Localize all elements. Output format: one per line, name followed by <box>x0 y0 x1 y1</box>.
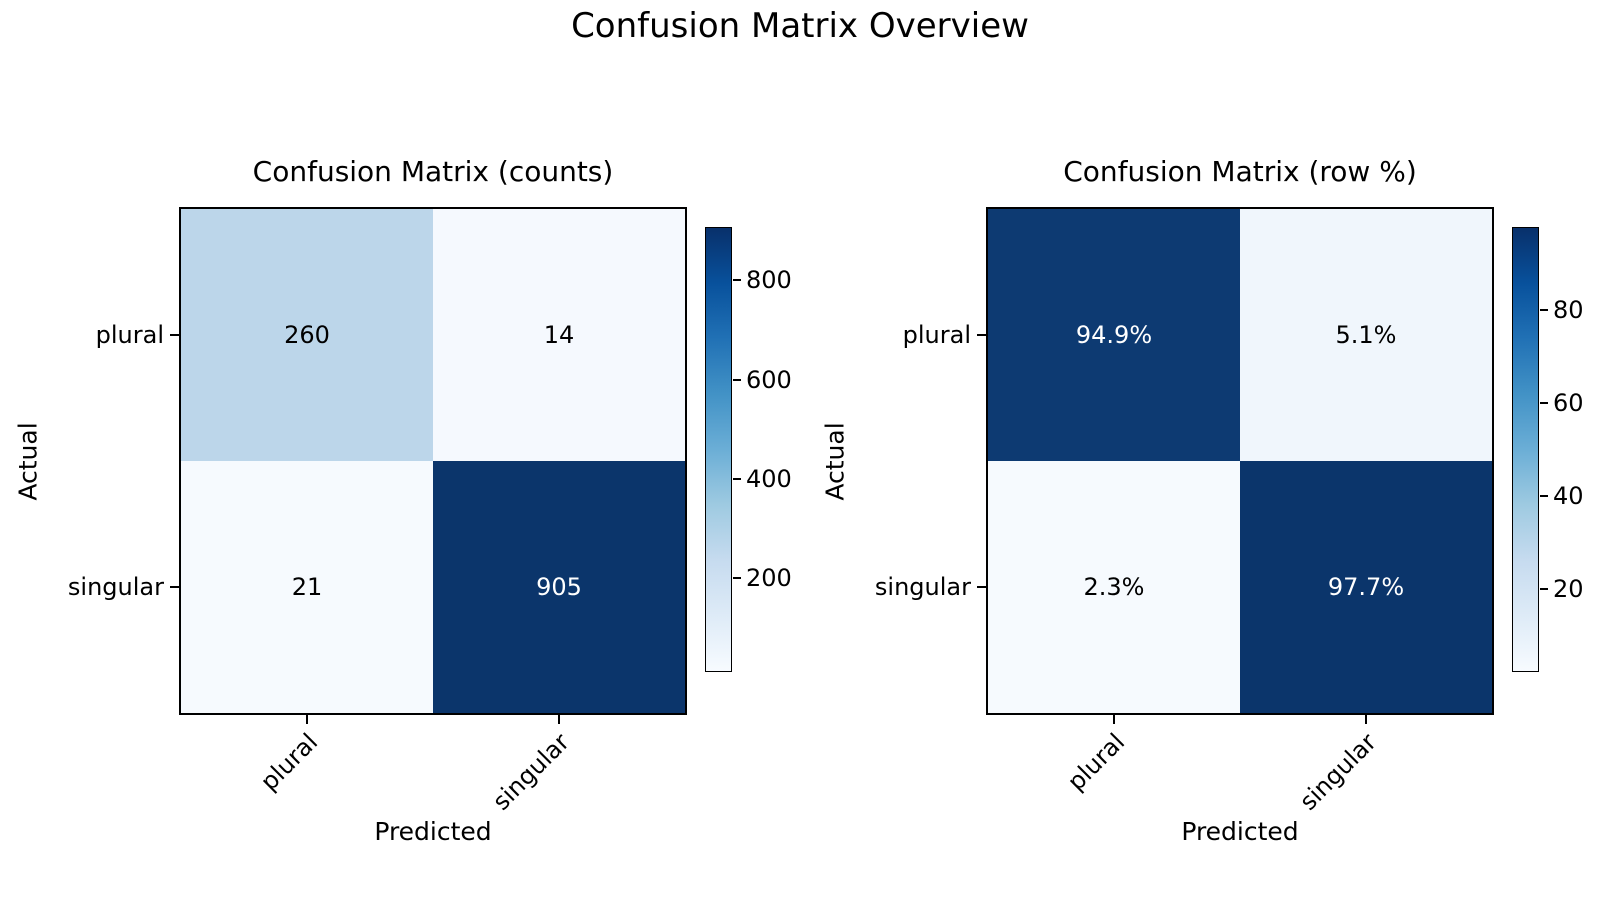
colorbar-tick-mark <box>733 378 741 381</box>
y-tick-mark <box>977 334 986 336</box>
cell-value: 260 <box>284 321 330 349</box>
y-tick-label-plural: plural <box>902 321 971 349</box>
x-tick-label-plural: plural <box>1061 728 1130 797</box>
row-percent-heatmap-grid: 94.9% 5.1% 2.3% 97.7% <box>988 209 1492 713</box>
colorbar-tick-label: 200 <box>746 564 792 593</box>
cell-value: 905 <box>536 573 582 601</box>
matrix-cell-actual-singular-pred-singular: 97.7% <box>1240 461 1492 713</box>
cell-value: 21 <box>291 573 323 601</box>
cell-value: 2.3% <box>1083 573 1145 601</box>
colorbar-tick-label: 80 <box>1553 296 1584 325</box>
colorbar-tick-mark <box>1540 495 1548 497</box>
cell-value: 97.7% <box>1327 573 1405 601</box>
colorbar-tick-mark <box>1540 309 1548 312</box>
x-tick-mark <box>306 715 308 724</box>
y-tick-label-plural: plural <box>95 321 164 349</box>
cell-value: 14 <box>543 321 575 349</box>
counts-heatmap-title: Confusion Matrix (counts) <box>252 155 614 188</box>
y-axis-label: Actual <box>13 421 43 501</box>
x-tick-label-singular: singular <box>487 728 575 816</box>
y-axis-label-wrap: Actual <box>13 209 43 713</box>
x-tick-mark <box>1365 715 1367 724</box>
y-tick-label-singular: singular <box>874 573 971 601</box>
x-tick-mark <box>558 715 560 724</box>
y-tick-mark <box>170 334 179 336</box>
matrix-cell-actual-singular-pred-plural: 21 <box>181 461 433 713</box>
colorbar-tick-label: 600 <box>746 365 792 394</box>
colorbar-tick-mark <box>733 577 741 580</box>
y-axis-label-wrap: Actual <box>820 209 850 713</box>
matrix-cell-actual-plural-pred-plural: 94.9% <box>988 209 1240 461</box>
colorbar-tick-mark <box>733 478 741 481</box>
counts-colorbar: 800 600 400 200 <box>705 227 792 672</box>
counts-heatmap: Confusion Matrix (counts) 260 14 21 905 … <box>14 155 792 846</box>
x-tick-mark <box>1113 715 1115 724</box>
colorbar-tick-mark <box>1540 401 1548 404</box>
x-tick-label-plural: plural <box>254 728 323 797</box>
figure-suptitle: Confusion Matrix Overview <box>571 6 1029 46</box>
y-axis-label: Actual <box>820 421 850 501</box>
row-percent-colorbar: 80 60 40 20 <box>1512 227 1584 672</box>
colorbar-tick-mark <box>1540 587 1548 590</box>
cell-value: 5.1% <box>1335 321 1397 349</box>
y-tick-label-singular: singular <box>67 573 164 601</box>
colorbar-tick-label: 800 <box>746 266 792 295</box>
matrix-cell-actual-plural-pred-singular: 14 <box>433 209 685 461</box>
row-percent-heatmap-title: Confusion Matrix (row %) <box>1063 155 1417 188</box>
matrix-cell-actual-singular-pred-singular: 905 <box>433 461 685 713</box>
colorbar-tick-label: 400 <box>746 465 792 494</box>
y-tick-mark <box>170 586 179 588</box>
colorbar-tick-label: 40 <box>1553 482 1584 510</box>
y-tick-mark <box>977 586 986 588</box>
counts-heatmap-grid: 260 14 21 905 <box>181 209 685 713</box>
colorbar-tick-label: 20 <box>1553 574 1584 603</box>
matrix-cell-actual-singular-pred-plural: 2.3% <box>988 461 1240 713</box>
x-axis-label: Predicted <box>374 817 492 846</box>
matrix-cell-actual-plural-pred-singular: 5.1% <box>1240 209 1492 461</box>
x-axis-label: Predicted <box>1181 817 1299 846</box>
colorbar-tick-label: 60 <box>1553 388 1584 417</box>
cell-value: 94.9% <box>1075 321 1153 349</box>
x-tick-label-singular: singular <box>1294 728 1382 816</box>
matrix-cell-actual-plural-pred-plural: 260 <box>181 209 433 461</box>
colorbar-tick-mark <box>733 279 741 282</box>
row-percent-heatmap: Confusion Matrix (row %) 94.9% 5.1% 2.3%… <box>821 155 1584 846</box>
